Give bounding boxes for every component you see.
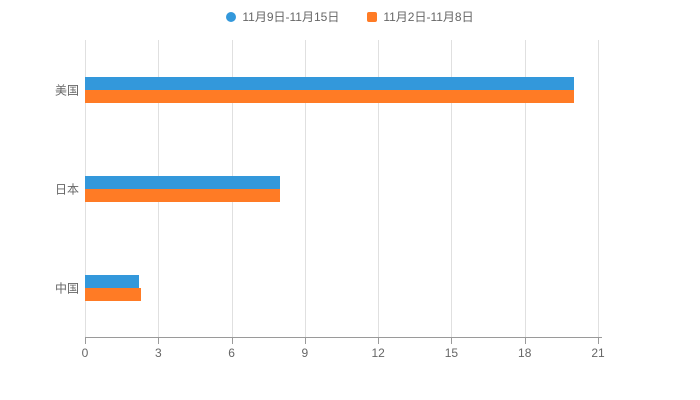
x-tick-label: 15 [444,346,459,360]
legend-label: 11月2日-11月8日 [383,10,474,24]
legend-marker-circle-icon [226,11,237,22]
x-tick-label: 6 [228,346,235,360]
gridline [451,40,453,338]
bar-series1[interactable] [85,76,574,90]
category-label: 中国 [54,281,79,296]
gridline [378,40,380,338]
x-tick-label: 9 [301,346,309,360]
x-axis-line [85,337,602,338]
x-axis-tick [598,338,599,344]
plot-area: 美国日本中国 0 3 6 9 12 15 18 21 [55,40,605,360]
legend-marker-square-icon [367,11,378,22]
x-axis-tick [304,338,306,344]
legend-label: 11月9日-11月15日 [242,10,340,24]
gridline [524,40,526,338]
x-tick-label: 21 [591,346,605,360]
bar-series2[interactable] [85,189,281,202]
x-tick-label: 18 [518,346,532,360]
bar-series2[interactable] [85,89,574,103]
bar-group [85,76,574,103]
bar-group [85,275,142,302]
legend-item[interactable]: 11月9日-11月15日 [226,8,339,25]
bar-series1[interactable] [85,275,139,289]
bar-group [85,176,281,202]
x-axis-tick [158,338,160,344]
x-axis-tick [451,338,453,344]
bar-series1[interactable] [85,176,281,189]
bar-series2[interactable] [85,288,142,302]
x-tick-label: 3 [154,346,162,360]
legend: 11月9日-11月15日 11月2日-11月8日 [0,8,700,25]
x-axis-tick [378,338,380,344]
x-tick-label: 12 [371,346,385,360]
x-tick-label: 0 [81,346,89,360]
category-label: 日本 [54,182,79,197]
gridline [304,40,306,338]
x-axis-tick [524,338,526,344]
x-axis-tick [231,338,233,344]
gridline [598,40,599,338]
legend-item[interactable]: 11月2日-11月8日 [367,8,474,25]
category-label: 美国 [54,83,79,98]
x-axis-tick [85,338,86,344]
